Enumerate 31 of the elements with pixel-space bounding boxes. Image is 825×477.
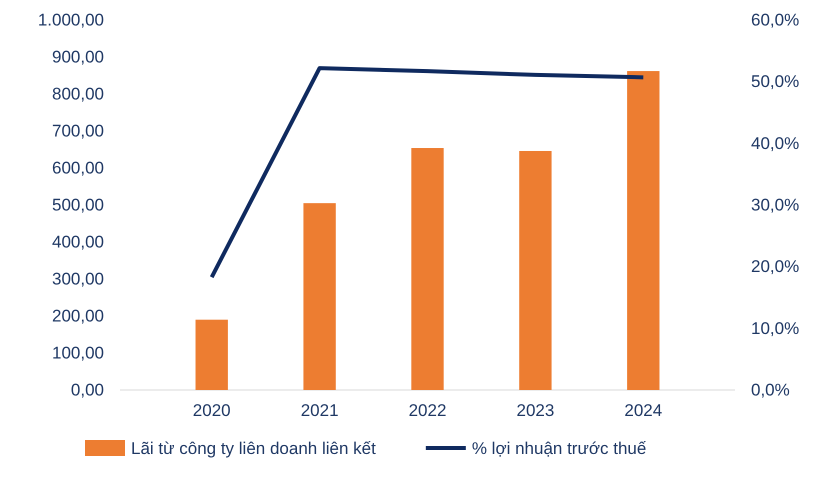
bar [519, 150, 552, 390]
y-tick-label: 200,00 [52, 306, 104, 326]
y2-tick-label: 40,0% [751, 134, 800, 153]
bar [303, 203, 336, 390]
y-tick-label: 400,00 [52, 232, 104, 252]
x-tick-label: 2020 [192, 401, 231, 420]
y-tick-label: 900,00 [52, 47, 104, 66]
y2-tick-label: 10,0% [751, 318, 800, 338]
line-series [210, 66, 646, 280]
bar [411, 148, 444, 390]
y2-tick-label: 50,0% [751, 72, 800, 92]
y-tick-label: 800,00 [52, 84, 104, 104]
y-tick-label: 700,00 [52, 121, 104, 140]
y-tick-label: 1.000,00 [38, 10, 104, 30]
x-tick-label: 2024 [624, 401, 662, 420]
legend-label: % lợi nhuận trước thuế [472, 439, 647, 458]
bar [627, 71, 660, 390]
y2-tick-label: 0,0% [751, 380, 790, 400]
y-tick-label: 300,00 [52, 269, 104, 288]
y2-tick-label: 20,0% [751, 257, 800, 276]
y-tick-label: 100,00 [52, 343, 104, 362]
y2-tick-label: 30,0% [751, 195, 800, 214]
legend-label: Lãi từ công ty liên doanh liên kết [131, 439, 376, 458]
x-tick-label: 2022 [408, 401, 446, 420]
x-tick-label: 2021 [300, 401, 339, 420]
y-tick-label: 600,00 [52, 158, 104, 178]
bar [196, 320, 228, 390]
y-tick-label: 0,00 [70, 380, 104, 400]
y2-tick-label: 60,0% [751, 10, 800, 30]
y-tick-label: 500,00 [52, 195, 104, 214]
x-tick-label: 2023 [516, 401, 554, 420]
